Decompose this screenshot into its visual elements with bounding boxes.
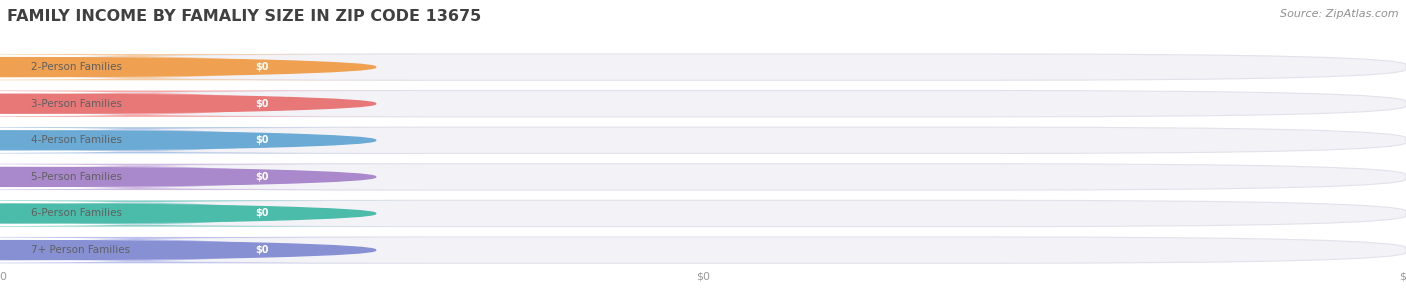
FancyBboxPatch shape	[0, 237, 422, 263]
FancyBboxPatch shape	[0, 237, 1406, 263]
Circle shape	[0, 241, 375, 260]
Text: $0: $0	[254, 135, 269, 145]
FancyBboxPatch shape	[0, 200, 1406, 227]
Text: 7+ Person Families: 7+ Person Families	[31, 245, 131, 255]
Text: $0: $0	[254, 62, 269, 72]
Text: $0: $0	[254, 209, 269, 218]
Text: 4-Person Families: 4-Person Families	[31, 135, 122, 145]
Text: $0: $0	[254, 245, 269, 255]
FancyBboxPatch shape	[0, 54, 422, 80]
FancyBboxPatch shape	[0, 200, 422, 227]
FancyBboxPatch shape	[0, 127, 1406, 153]
FancyBboxPatch shape	[0, 91, 1406, 117]
FancyBboxPatch shape	[0, 54, 1406, 80]
Text: 6-Person Families: 6-Person Families	[31, 209, 122, 218]
Text: 3-Person Families: 3-Person Families	[31, 99, 122, 109]
Circle shape	[0, 94, 375, 113]
Text: $0: $0	[254, 99, 269, 109]
Circle shape	[0, 131, 375, 150]
Circle shape	[0, 167, 375, 186]
Text: 2-Person Families: 2-Person Families	[31, 62, 122, 72]
Circle shape	[0, 204, 375, 223]
FancyBboxPatch shape	[0, 164, 422, 190]
Text: Source: ZipAtlas.com: Source: ZipAtlas.com	[1281, 9, 1399, 19]
FancyBboxPatch shape	[0, 91, 422, 117]
Text: FAMILY INCOME BY FAMALIY SIZE IN ZIP CODE 13675: FAMILY INCOME BY FAMALIY SIZE IN ZIP COD…	[7, 9, 481, 24]
FancyBboxPatch shape	[0, 164, 1406, 190]
FancyBboxPatch shape	[0, 127, 422, 153]
Text: $0: $0	[254, 172, 269, 182]
Text: 5-Person Families: 5-Person Families	[31, 172, 122, 182]
Circle shape	[0, 58, 375, 77]
